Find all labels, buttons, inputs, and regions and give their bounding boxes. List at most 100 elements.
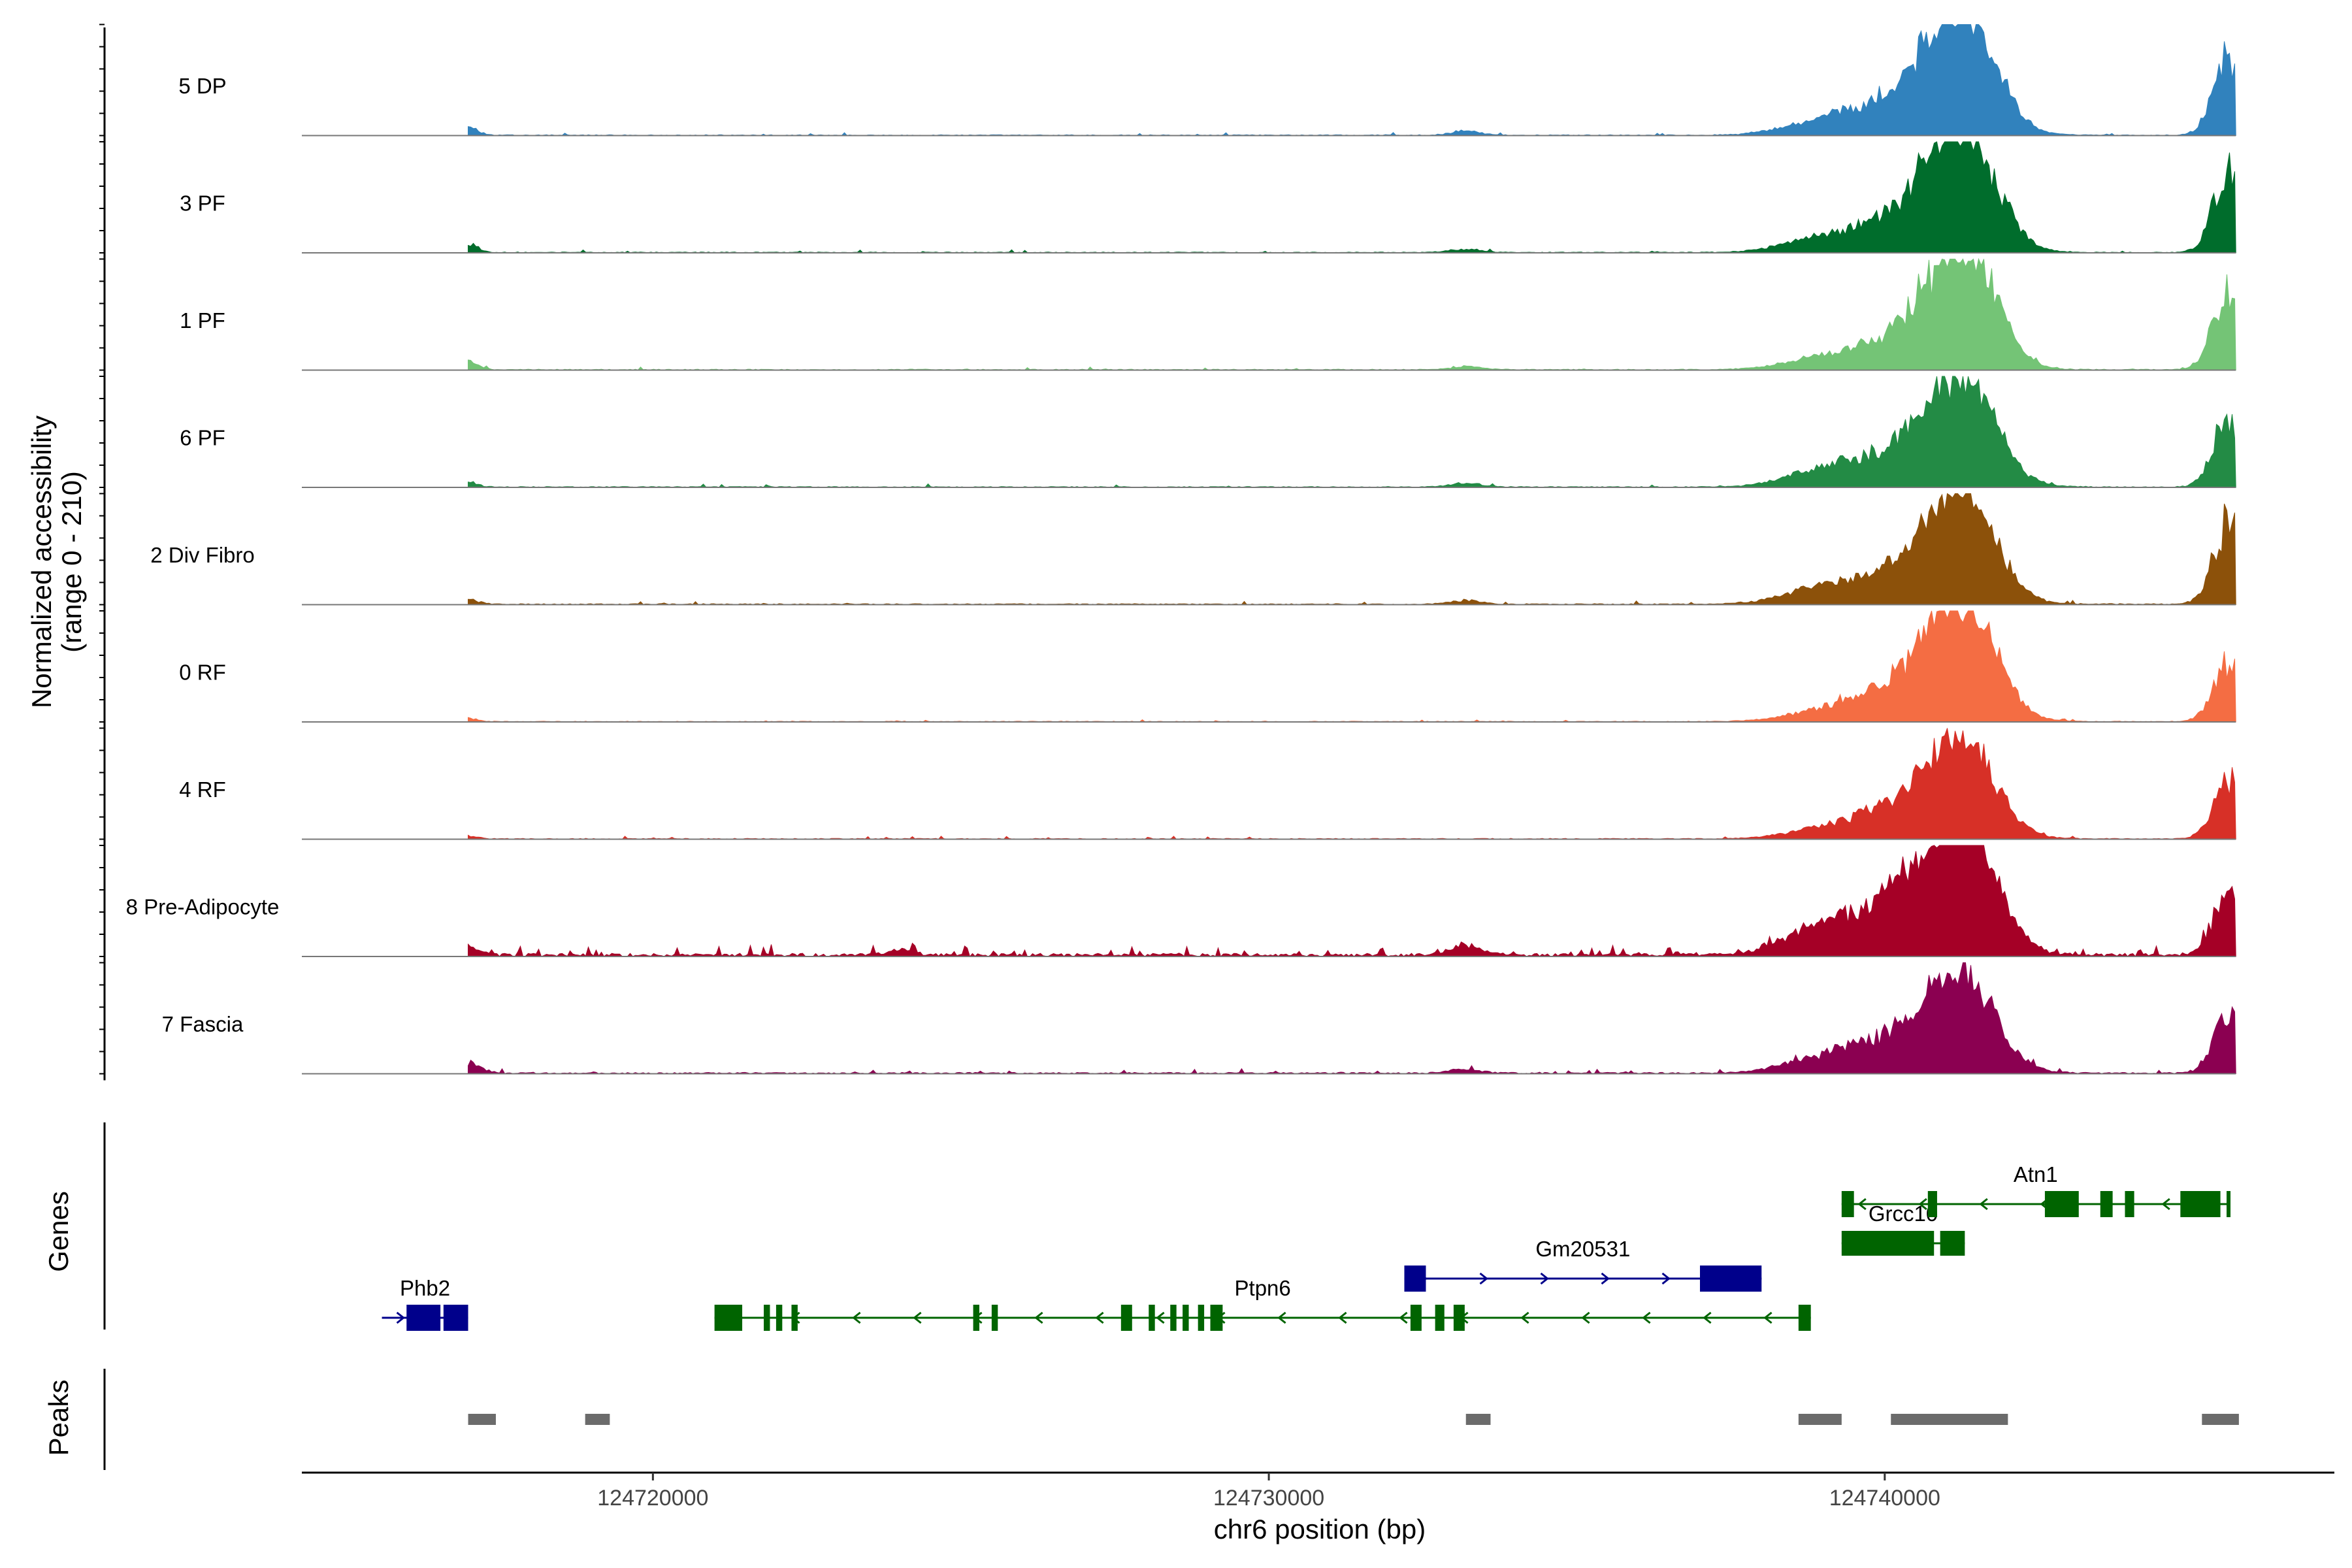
strand-arrow [1277, 1311, 1286, 1324]
strand-arrow [396, 1311, 405, 1324]
strand-arrow [913, 1311, 922, 1324]
peak-track [103, 1369, 2239, 1470]
gene-exon [2044, 1191, 2079, 1217]
x-axis: 124720000 124730000 124740000 [302, 1471, 2334, 1511]
gene-exon [1927, 1191, 1937, 1217]
gene-exon [991, 1305, 998, 1331]
strand-arrow [1520, 1311, 1529, 1324]
gene-ptpn6: Ptpn6 [714, 1276, 1811, 1331]
coverage-area [467, 376, 2236, 488]
coverage-area [467, 962, 2236, 1075]
gene-exon [1435, 1305, 1445, 1331]
track-2-div-fibro: 2 Div Fibro [150, 493, 2236, 606]
strand-arrow [1642, 1311, 1651, 1324]
gene-exon [776, 1305, 783, 1331]
peak-region [1465, 1414, 1491, 1425]
gene-exon [1149, 1305, 1155, 1331]
track-label: 8 Pre-Adipocyte [126, 895, 280, 919]
strand-arrow [1601, 1272, 1610, 1285]
strand-arrow [1034, 1311, 1043, 1324]
gene-phb2: Phb2 [382, 1276, 468, 1331]
track-label: 6 PF [180, 426, 225, 450]
gene-exon [1183, 1305, 1189, 1331]
gene-exon [1210, 1305, 1223, 1331]
gene-exon [714, 1305, 743, 1331]
peak-region [1798, 1414, 1842, 1425]
gene-exon [1120, 1305, 1132, 1331]
coverage-tracks: 5 DP 3 PF 1 PF 6 PF 2 Div Fibro 0 RF 4 RF 8 Pre… [99, 24, 2236, 1081]
strand-arrow [1703, 1311, 1712, 1324]
coverage-area [467, 24, 2236, 137]
x-tick-label: 124740000 [1829, 1486, 1940, 1511]
strand-arrow [1399, 1311, 1408, 1324]
strand-arrow [1857, 1198, 1867, 1211]
x-tick-label: 124720000 [597, 1486, 708, 1511]
strand-arrow [1338, 1311, 1347, 1324]
y-axis-subtitle: (range 0 - 210) [56, 471, 87, 653]
track-label: 1 PF [180, 308, 225, 333]
gene-exon [1798, 1305, 1811, 1331]
strand-arrow [1540, 1272, 1549, 1285]
gene-exon [2100, 1191, 2113, 1217]
gene-exon [2227, 1191, 2231, 1217]
gene-label: Gm20531 [1535, 1237, 1630, 1261]
gene-atn1: Atn1 [1841, 1162, 2231, 1217]
track-7-fascia: 7 Fascia [162, 962, 2236, 1075]
gene-exon [1841, 1191, 1854, 1217]
track-8-pre-adipocyte: 8 Pre-Adipocyte [126, 845, 2236, 957]
gene-exon [1170, 1305, 1177, 1331]
strand-arrow [1095, 1311, 1104, 1324]
gene-exon [1404, 1266, 1426, 1292]
strand-arrow [1156, 1311, 1165, 1324]
gene-exon [2180, 1191, 2221, 1217]
gene-exon [764, 1305, 770, 1331]
strand-arrow [852, 1311, 861, 1324]
track-label: 7 Fascia [162, 1012, 244, 1036]
coverage-area [467, 493, 2236, 606]
coverage-area [467, 141, 2236, 253]
track-5-dp: 5 DP [178, 24, 2236, 137]
peak-region [468, 1414, 496, 1425]
gene-gm20531: Gm20531 [1404, 1237, 1762, 1292]
gene-exon [1410, 1305, 1422, 1331]
track-label: 2 Div Fibro [150, 543, 255, 567]
gene-exon [973, 1305, 979, 1331]
strand-arrow [1979, 1198, 1988, 1211]
track-1-pf: 1 PF [180, 257, 2236, 371]
peak-region [585, 1414, 610, 1425]
strand-arrow [1661, 1272, 1671, 1285]
gene-exon [1841, 1231, 1935, 1256]
track-label: 5 DP [178, 74, 226, 98]
strand-arrow [1581, 1311, 1590, 1324]
gene-exon [1453, 1305, 1465, 1331]
gene-exon [791, 1305, 798, 1331]
strand-arrow [1918, 1198, 1927, 1211]
gene-label: Ptpn6 [1235, 1276, 1291, 1300]
peak-region [2202, 1414, 2239, 1425]
y-axis-title: Normalized accessibility [26, 416, 57, 708]
peaks-track-title: Peaks [43, 1380, 74, 1456]
strand-arrow [1763, 1311, 1772, 1324]
coverage-area [467, 610, 2236, 723]
gene-exon [1198, 1305, 1205, 1331]
gene-annotation-track: Phb2 Ptpn6 Gm20531 Grcc10 Atn1 [103, 1122, 2231, 1331]
genes-track-title: Genes [43, 1191, 74, 1272]
track-label: 4 RF [179, 777, 226, 802]
x-axis-title: chr6 position (bp) [1214, 1514, 1426, 1544]
coverage-area [467, 728, 2236, 840]
gene-exon [1940, 1231, 1965, 1256]
track-0-rf: 0 RF [179, 610, 2236, 723]
peak-region [1891, 1414, 2008, 1425]
track-label: 0 RF [179, 661, 226, 685]
x-tick-label: 124730000 [1213, 1486, 1324, 1511]
track-3-pf: 3 PF [180, 141, 2236, 253]
coverage-area [467, 257, 2236, 371]
y-axis [99, 24, 106, 1081]
track-label: 3 PF [180, 191, 225, 216]
strand-arrow [1479, 1272, 1488, 1285]
gene-exon [2125, 1191, 2134, 1217]
gene-label: Phb2 [400, 1276, 450, 1300]
gene-exon [443, 1305, 468, 1331]
track-6-pf: 6 PF [180, 376, 2236, 488]
